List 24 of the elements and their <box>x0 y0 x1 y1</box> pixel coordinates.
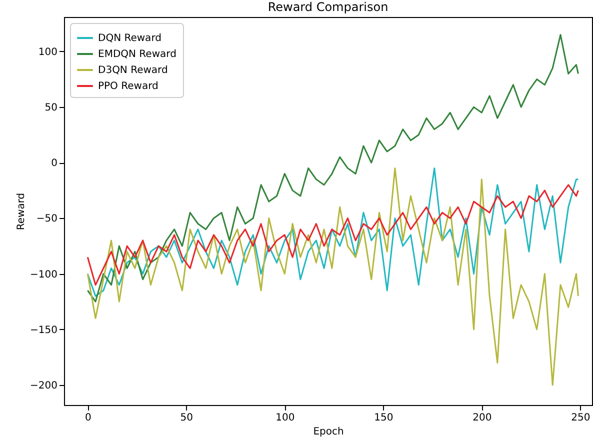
y-tick-label: 50 <box>44 102 58 114</box>
line-series <box>86 184 579 286</box>
legend-label: DQN Reward <box>98 33 162 44</box>
x-axis-title: Epoch <box>313 426 344 438</box>
line-series <box>86 167 579 297</box>
x-tick-label: 100 <box>276 412 295 424</box>
line-series <box>86 167 579 386</box>
x-tick-label: 0 <box>84 412 92 424</box>
y-tick-label: −200 <box>30 380 58 392</box>
y-tick-label: −150 <box>30 324 58 336</box>
y-tick-label: −50 <box>36 214 58 225</box>
chart-title: Reward Comparison <box>268 0 388 14</box>
y-tick-label: 0 <box>51 158 58 170</box>
x-tick-label: 50 <box>180 412 194 424</box>
y-axis-title: Reward <box>16 192 28 230</box>
legend-label: PPO Reward <box>98 81 158 92</box>
x-tick-label: 200 <box>472 412 492 424</box>
x-tick-label: 150 <box>374 412 394 424</box>
line-series <box>86 34 579 302</box>
y-tick-label: −100 <box>30 269 58 280</box>
x-tick-label: 250 <box>571 412 590 424</box>
legend-label: D3QN Reward <box>98 65 168 76</box>
y-tick-label: 100 <box>38 46 58 58</box>
legend-label: EMDQN Reward <box>98 49 176 60</box>
